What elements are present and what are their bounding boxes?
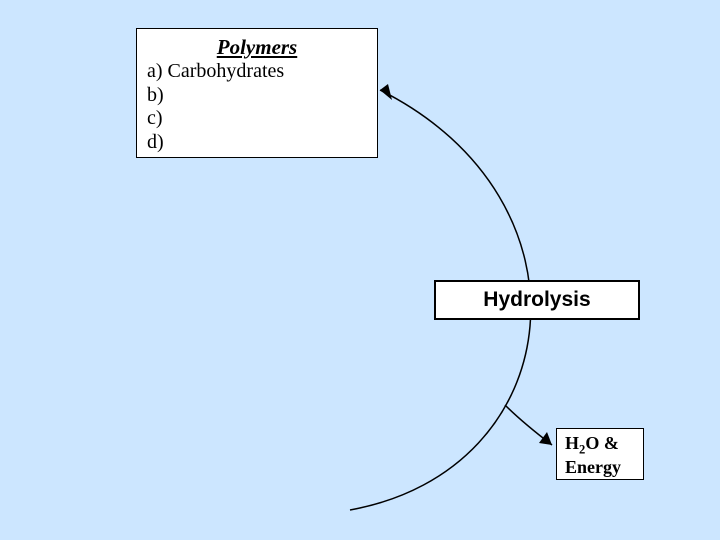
polymers-item-b: b) bbox=[147, 84, 367, 108]
hydrolysis-label: Hydrolysis bbox=[483, 288, 590, 312]
h2o-line2: Energy bbox=[565, 457, 635, 478]
hydrolysis-box: Hydrolysis bbox=[434, 280, 640, 320]
arrow-h2o-curve bbox=[505, 405, 552, 445]
h2o-line1: H2O & bbox=[565, 433, 635, 457]
polymers-item-c: c) bbox=[147, 107, 367, 131]
polymers-item-a: a) Carbohydrates bbox=[147, 60, 367, 84]
arrow-main-head bbox=[380, 84, 392, 100]
h2o-h: H bbox=[565, 433, 579, 453]
h2o-o-and: O & bbox=[585, 433, 619, 453]
polymers-title: Polymers bbox=[147, 35, 367, 60]
h2o-energy-box: H2O & Energy bbox=[556, 428, 644, 480]
polymers-item-d: d) bbox=[147, 131, 367, 155]
polymers-box: Polymers a) Carbohydrates b) c) d) bbox=[136, 28, 378, 158]
polymers-list: a) Carbohydrates b) c) d) bbox=[147, 60, 367, 154]
arrow-h2o-head bbox=[539, 432, 552, 445]
